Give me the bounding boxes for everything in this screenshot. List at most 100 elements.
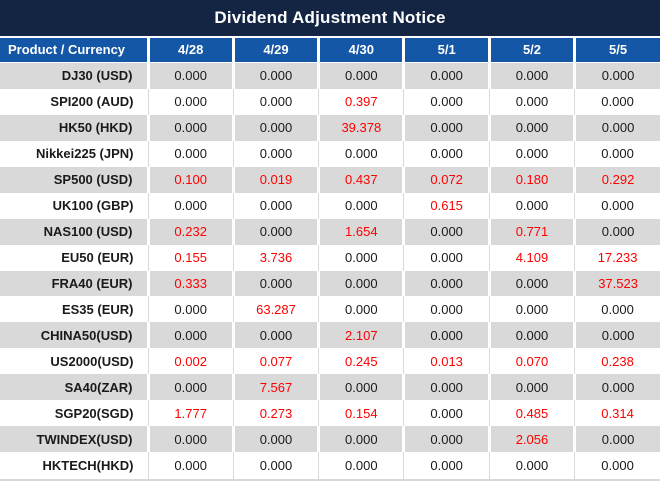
value-cell: 0.000 <box>146 62 234 89</box>
value-cell: 0.000 <box>487 374 575 401</box>
value-cell: 0.000 <box>574 296 660 323</box>
value-cell: 0.000 <box>232 452 319 480</box>
value-cell: 0.000 <box>403 400 490 427</box>
value-cell: 0.000 <box>317 62 404 89</box>
value-cell: 0.000 <box>317 374 404 401</box>
table-row: ES35 (EUR) 0.000 63.287 0.000 0.000 0.000 0.00… <box>0 296 660 323</box>
value-cell: 0.000 <box>402 322 490 349</box>
value-cell: 7.567 <box>231 374 319 401</box>
value-cell: 0.000 <box>232 88 319 115</box>
value-cell: 0.000 <box>402 62 490 89</box>
value-cell: 0.000 <box>402 374 490 401</box>
value-cell: 0.002 <box>147 348 234 375</box>
value-cell: 0.000 <box>403 244 490 271</box>
table-row: UK100 (GBP) 0.000 0.000 0.000 0.615 0.000 0.00… <box>0 192 660 219</box>
value-cell: 0.245 <box>318 348 404 375</box>
value-cell: 0.000 <box>318 452 404 480</box>
value-cell: 0.154 <box>318 400 404 427</box>
table-row: SGP20(SGD) 1.777 0.273 0.154 0.000 0.485 0.314 <box>0 400 660 427</box>
value-cell: 2.107 <box>317 322 404 349</box>
product-cell: SP500 (USD) <box>0 166 148 193</box>
table-row: NAS100 (USD) 0.232 0.000 1.654 0.000 0.771 0.0… <box>0 218 660 245</box>
value-cell: 0.485 <box>488 400 575 427</box>
value-cell: 39.378 <box>317 114 404 141</box>
value-cell: 2.056 <box>487 426 575 453</box>
value-cell: 1.777 <box>147 400 234 427</box>
value-cell: 0.000 <box>573 114 660 141</box>
value-cell: 0.000 <box>403 140 490 167</box>
value-cell: 0.100 <box>146 166 234 193</box>
value-cell: 0.000 <box>403 88 490 115</box>
product-cell: TWINDEX(USD) <box>0 426 148 453</box>
value-cell: 0.292 <box>573 166 660 193</box>
product-cell: DJ30 (USD) <box>0 62 148 89</box>
table-body: DJ30 (USD) 0.000 0.000 0.000 0.000 0.000 0.000… <box>0 62 660 480</box>
table-row: FRA40 (EUR) 0.333 0.000 0.000 0.000 0.000 37.5… <box>0 270 660 297</box>
value-cell: 0.155 <box>147 244 234 271</box>
product-cell: CHINA50(USD) <box>0 322 148 349</box>
value-cell: 0.000 <box>403 296 490 323</box>
value-cell: 0.238 <box>574 348 660 375</box>
value-cell: 0.000 <box>146 114 234 141</box>
value-cell: 0.000 <box>487 322 575 349</box>
value-cell: 0.000 <box>487 62 575 89</box>
value-cell: 3.736 <box>232 244 319 271</box>
date-header: 5/5 <box>573 38 660 63</box>
product-cell: HKTECH(HKD) <box>0 452 148 480</box>
product-cell: NAS100 (USD) <box>0 218 148 245</box>
value-cell: 0.000 <box>574 192 660 219</box>
value-cell: 0.000 <box>402 426 490 453</box>
value-cell: 0.000 <box>231 114 319 141</box>
product-cell: SGP20(SGD) <box>0 400 148 427</box>
value-cell: 0.000 <box>147 452 234 480</box>
table-row: SP500 (USD) 0.100 0.019 0.437 0.072 0.180 0.29… <box>0 166 660 193</box>
value-cell: 0.000 <box>146 426 234 453</box>
table-row: SA40(ZAR) 0.000 7.567 0.000 0.000 0.000 0.000 <box>0 374 660 401</box>
value-cell: 0.000 <box>231 270 319 297</box>
value-cell: 0.077 <box>232 348 319 375</box>
value-cell: 0.000 <box>574 452 660 480</box>
header-product-currency: Product / Currency <box>0 38 148 63</box>
value-cell: 0.070 <box>488 348 575 375</box>
value-cell: 0.000 <box>402 270 490 297</box>
value-cell: 0.000 <box>574 88 660 115</box>
page-title: Dividend Adjustment Notice <box>214 8 446 27</box>
value-cell: 0.000 <box>488 140 575 167</box>
product-cell: Nikkei225 (JPN) <box>0 140 148 167</box>
value-cell: 63.287 <box>232 296 319 323</box>
value-cell: 0.000 <box>488 192 575 219</box>
product-cell: SA40(ZAR) <box>0 374 148 401</box>
value-cell: 0.000 <box>146 374 234 401</box>
value-cell: 0.615 <box>403 192 490 219</box>
value-cell: 0.000 <box>146 322 234 349</box>
value-cell: 0.000 <box>403 452 490 480</box>
table-row: DJ30 (USD) 0.000 0.000 0.000 0.000 0.000 0.000 <box>0 62 660 89</box>
product-cell: ES35 (EUR) <box>0 296 148 323</box>
value-cell: 0.000 <box>318 140 404 167</box>
value-cell: 0.232 <box>146 218 234 245</box>
date-header: 5/1 <box>402 38 490 63</box>
value-cell: 0.397 <box>318 88 404 115</box>
value-cell: 0.000 <box>573 322 660 349</box>
table-row: TWINDEX(USD) 0.000 0.000 0.000 0.000 2.056 0.0… <box>0 426 660 453</box>
value-cell: 0.000 <box>573 374 660 401</box>
dividend-table: Product / Currency 4/28 4/29 4/30 5/1 5/… <box>0 38 660 481</box>
value-cell: 0.000 <box>232 192 319 219</box>
value-cell: 0.000 <box>318 244 404 271</box>
value-cell: 0.000 <box>574 140 660 167</box>
table-row: HKTECH(HKD) 0.000 0.000 0.000 0.000 0.000 0.00… <box>0 452 660 480</box>
value-cell: 0.000 <box>147 296 234 323</box>
value-cell: 0.000 <box>487 270 575 297</box>
value-cell: 0.000 <box>231 62 319 89</box>
value-cell: 0.000 <box>231 322 319 349</box>
date-header: 4/30 <box>317 38 404 63</box>
value-cell: 0.000 <box>232 140 319 167</box>
value-cell: 0.000 <box>317 426 404 453</box>
table-row: Nikkei225 (JPN) 0.000 0.000 0.000 0.000 0.000… <box>0 140 660 167</box>
table-row: US2000(USD) 0.002 0.077 0.245 0.013 0.070 0.23… <box>0 348 660 375</box>
value-cell: 4.109 <box>488 244 575 271</box>
value-cell: 0.273 <box>232 400 319 427</box>
value-cell: 0.000 <box>573 218 660 245</box>
value-cell: 0.000 <box>231 426 319 453</box>
